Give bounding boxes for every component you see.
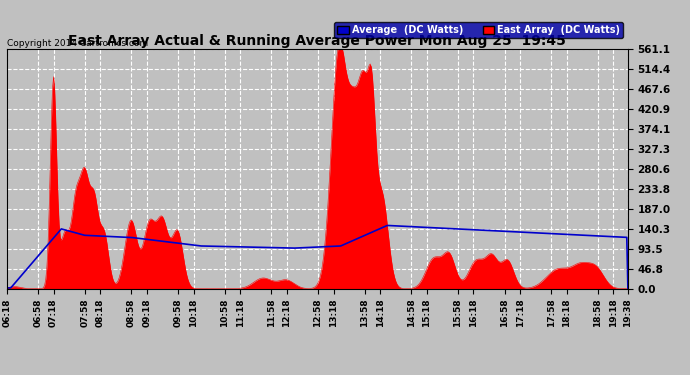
Text: Copyright 2014 Cartronics.com: Copyright 2014 Cartronics.com: [7, 39, 148, 48]
Title: East Array Actual & Running Average Power Mon Aug 25  19:45: East Array Actual & Running Average Powe…: [68, 34, 566, 48]
Legend: Average  (DC Watts), East Array  (DC Watts): Average (DC Watts), East Array (DC Watts…: [334, 22, 623, 38]
